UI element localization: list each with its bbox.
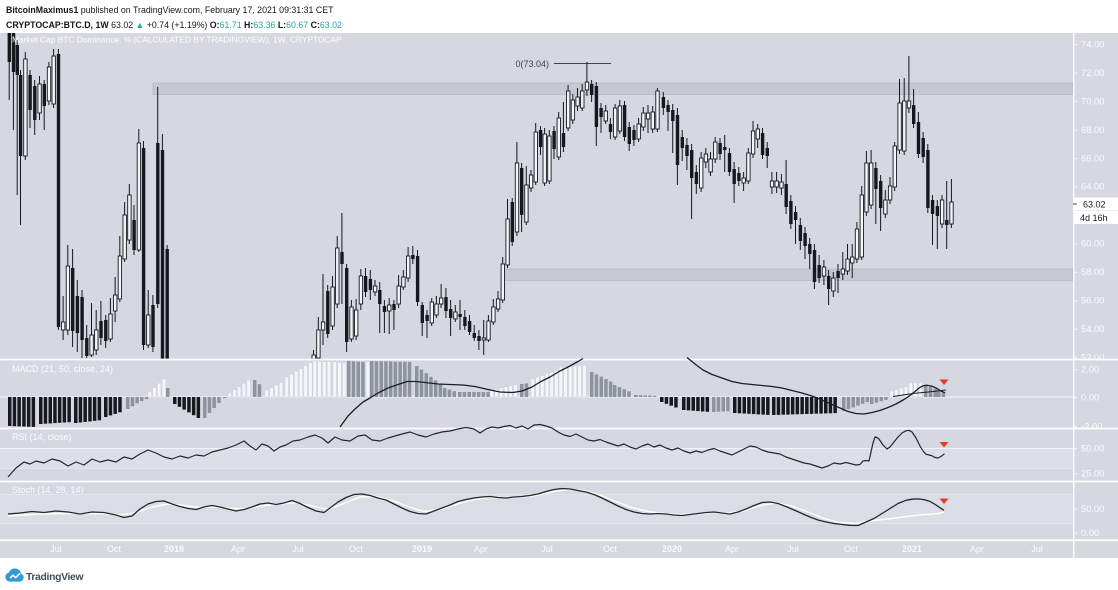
svg-text:Jul: Jul	[50, 544, 62, 554]
svg-text:52.00: 52.00	[1081, 352, 1104, 363]
svg-text:72.00: 72.00	[1081, 67, 1104, 78]
svg-text:50.00: 50.00	[1081, 443, 1104, 454]
svg-text:0(73.04): 0(73.04)	[515, 59, 549, 69]
svg-text:70.00: 70.00	[1081, 95, 1104, 106]
svg-text:0.00: 0.00	[1081, 527, 1099, 538]
svg-text:TradingView: TradingView	[26, 572, 84, 583]
svg-text:60.00: 60.00	[1081, 238, 1104, 249]
svg-text:Stoch (14, 28, 14): Stoch (14, 28, 14)	[12, 485, 84, 495]
svg-text:MACD (21, 50, close, 24): MACD (21, 50, close, 24)	[12, 364, 113, 374]
svg-text:Apr: Apr	[970, 544, 984, 554]
svg-text:58.00: 58.00	[1081, 266, 1104, 277]
svg-text:Oct: Oct	[603, 544, 618, 554]
svg-text:Jul: Jul	[1031, 544, 1043, 554]
svg-text:25.00: 25.00	[1081, 468, 1104, 479]
svg-text:66.00: 66.00	[1081, 152, 1104, 163]
svg-text:64.00: 64.00	[1081, 181, 1104, 192]
svg-text:2021: 2021	[902, 544, 922, 554]
svg-text:68.00: 68.00	[1081, 124, 1104, 135]
svg-text:54.00: 54.00	[1081, 323, 1104, 334]
svg-text:4d 16h: 4d 16h	[1080, 213, 1108, 223]
svg-text:Jul: Jul	[541, 544, 553, 554]
svg-text:2018: 2018	[164, 544, 184, 554]
svg-text:56.00: 56.00	[1081, 295, 1104, 306]
svg-text:Apr: Apr	[474, 544, 488, 554]
svg-text:50.00: 50.00	[1081, 503, 1104, 514]
svg-text:-2.00: -2.00	[1081, 421, 1102, 432]
svg-text:63.02: 63.02	[1083, 200, 1106, 210]
svg-text:Oct: Oct	[844, 544, 859, 554]
svg-text:Market Cap BTC Dominance, % (C: Market Cap BTC Dominance, % (CALCULATED …	[12, 35, 342, 45]
svg-text:2020: 2020	[662, 544, 682, 554]
svg-text:Jul: Jul	[292, 544, 304, 554]
svg-text:CRYPTOCAP:BTC.D, 1W 63.02 ▲ +0: CRYPTOCAP:BTC.D, 1W 63.02 ▲ +0.74 (+1.19…	[6, 20, 342, 30]
svg-text:2.00: 2.00	[1081, 364, 1099, 375]
svg-text:2019: 2019	[412, 544, 432, 554]
svg-text:0.00: 0.00	[1081, 392, 1099, 403]
svg-text:Oct: Oct	[349, 544, 364, 554]
svg-text:Apr: Apr	[231, 544, 245, 554]
svg-text:Jul: Jul	[787, 544, 799, 554]
svg-text:BitcoinMaximus1 published on T: BitcoinMaximus1 published on TradingView…	[6, 5, 334, 15]
svg-text:Oct: Oct	[107, 544, 122, 554]
svg-text:74.00: 74.00	[1081, 38, 1104, 49]
svg-text:RSI (14, close): RSI (14, close)	[12, 432, 72, 442]
svg-text:Apr: Apr	[725, 544, 739, 554]
